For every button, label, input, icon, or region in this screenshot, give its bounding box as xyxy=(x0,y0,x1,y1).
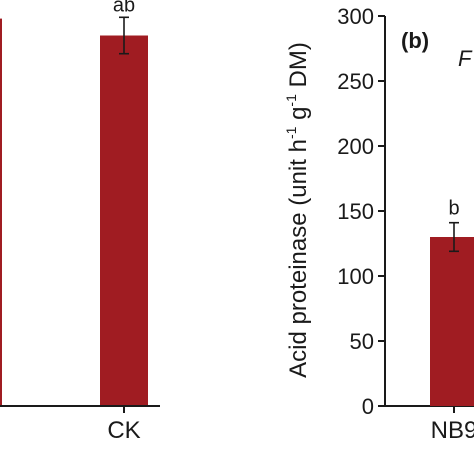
y-axis-label-part: Acid proteinase (unit h xyxy=(285,139,312,378)
right-panel: (b) F Acid proteinase (unit h-1 g-1 DM) … xyxy=(283,4,474,444)
bar xyxy=(0,18,2,406)
y-axis-label-sup: -1 xyxy=(283,94,299,107)
panel-label: (b) xyxy=(401,28,429,53)
bar xyxy=(430,237,474,406)
y-tick-label: 100 xyxy=(337,264,374,289)
y-tick-label: 200 xyxy=(337,134,374,159)
y-tick-label: 150 xyxy=(337,199,374,224)
y-axis-label-sup: -1 xyxy=(283,126,299,139)
left-panel: aA1abCK xyxy=(0,0,160,444)
y-axis-label-part: g xyxy=(285,107,312,127)
y-axis-label: Acid proteinase (unit h-1 g-1 DM) xyxy=(283,42,312,378)
x-tick-label: CK xyxy=(107,417,140,444)
corner-text: F xyxy=(458,46,473,71)
y-tick-label: 0 xyxy=(362,394,374,419)
bar xyxy=(100,35,148,406)
y-tick-label: 250 xyxy=(337,69,374,94)
y-tick-label: 50 xyxy=(350,329,374,354)
y-axis-label-part: DM) xyxy=(285,42,312,94)
significance-letter: ab xyxy=(113,0,135,16)
significance-letter: b xyxy=(448,198,459,220)
y-tick-label: 300 xyxy=(337,4,374,29)
x-tick-label: NB9 xyxy=(431,417,474,444)
